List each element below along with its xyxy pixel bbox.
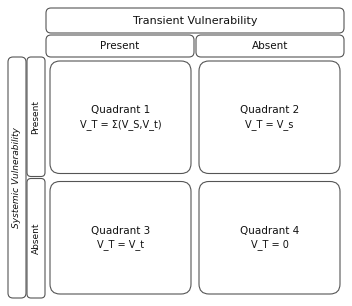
Text: V_T = V_s: V_T = V_s [245,119,294,130]
FancyBboxPatch shape [199,61,340,174]
Text: V_T = 0: V_T = 0 [251,239,288,250]
FancyBboxPatch shape [27,57,45,177]
Text: Present: Present [31,100,40,134]
FancyBboxPatch shape [46,8,344,33]
FancyBboxPatch shape [50,61,191,174]
Text: Present: Present [100,41,140,51]
Text: Quadrant 1: Quadrant 1 [91,105,150,115]
FancyBboxPatch shape [27,178,45,298]
Text: Absent: Absent [31,222,40,254]
Text: Absent: Absent [252,41,288,51]
Text: Transient Vulnerability: Transient Vulnerability [133,16,257,25]
Text: Systemic Vulnerability: Systemic Vulnerability [13,127,21,228]
Text: Quadrant 4: Quadrant 4 [240,226,299,236]
FancyBboxPatch shape [50,181,191,294]
Text: Quadrant 3: Quadrant 3 [91,226,150,236]
Text: V_T = Σ(V_S,V_t): V_T = Σ(V_S,V_t) [80,119,161,130]
FancyBboxPatch shape [8,57,26,298]
FancyBboxPatch shape [199,181,340,294]
FancyBboxPatch shape [46,35,194,57]
Text: Quadrant 2: Quadrant 2 [240,105,299,115]
Text: V_T = V_t: V_T = V_t [97,239,144,250]
FancyBboxPatch shape [196,35,344,57]
